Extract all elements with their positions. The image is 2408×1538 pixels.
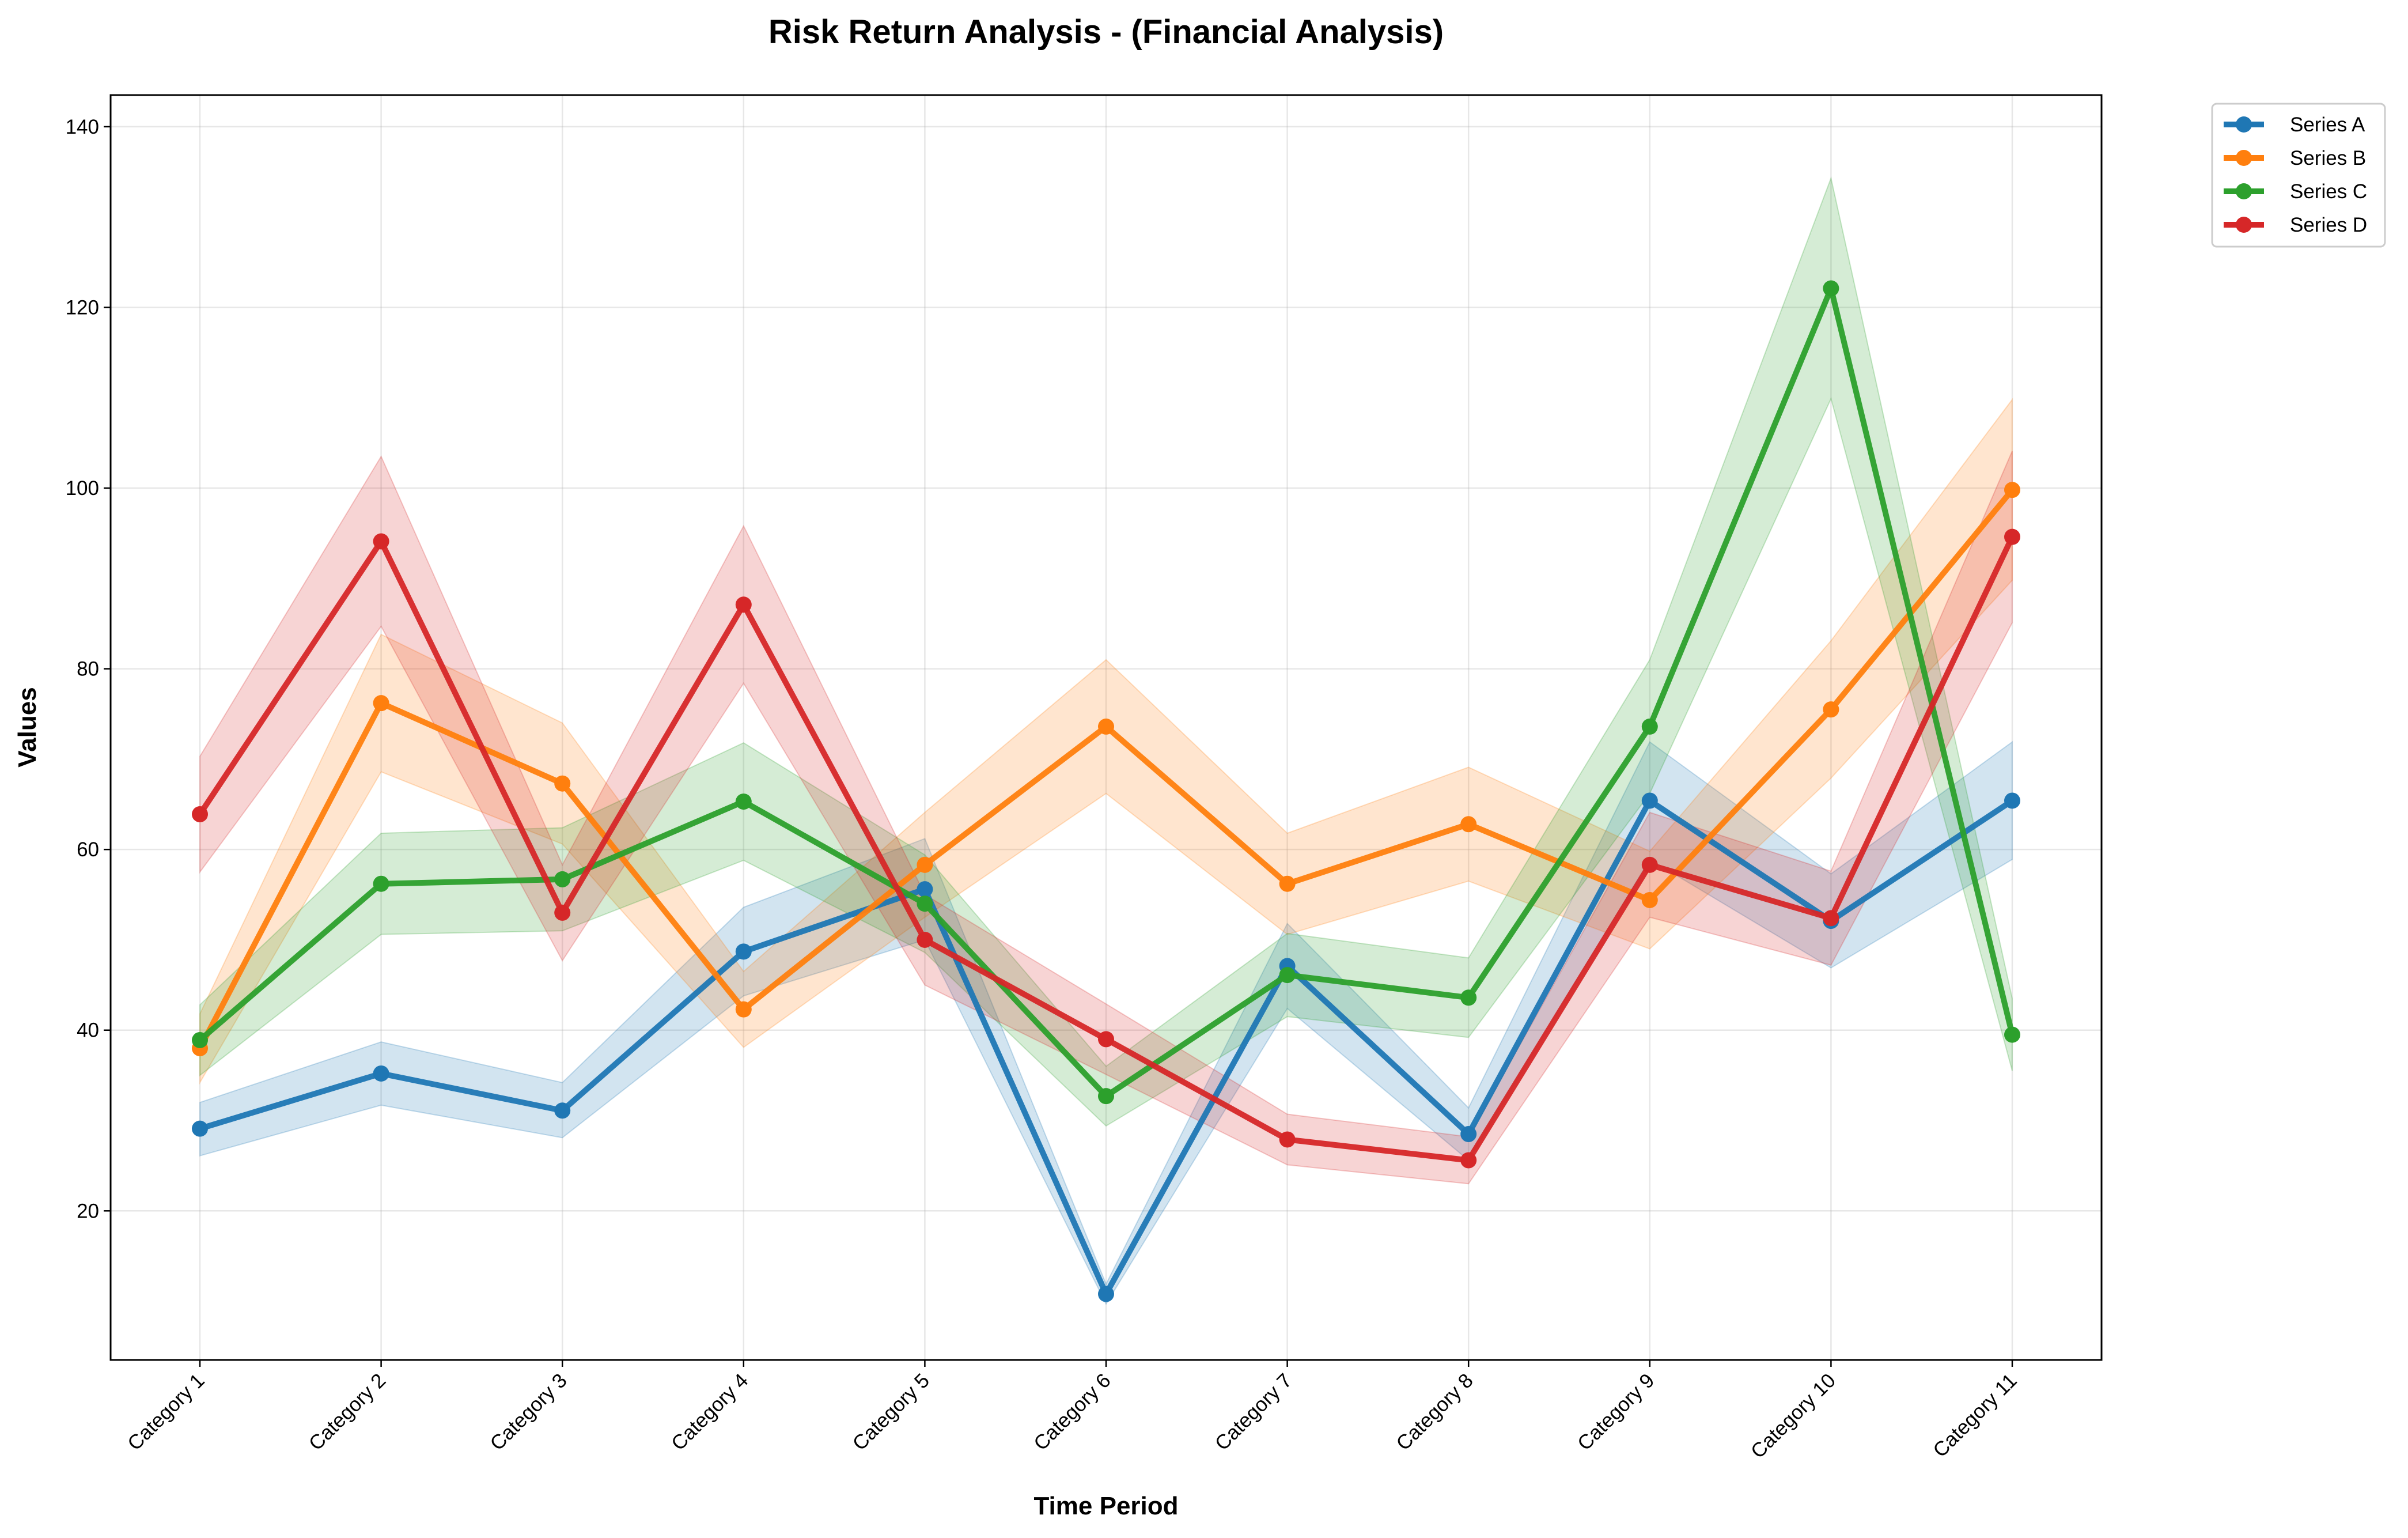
series-c-point (1098, 1088, 1114, 1105)
series-b-point (373, 695, 389, 712)
series-a-band (199, 740, 2013, 1305)
series-a-point (373, 1065, 389, 1082)
series-d-point (1641, 856, 1658, 873)
series-c-point (554, 871, 571, 887)
series-b-legend-marker (2236, 150, 2252, 166)
y-tick-label: 140 (66, 116, 99, 138)
series-c-point (2004, 1026, 2020, 1043)
y-tick-label: 20 (77, 1200, 99, 1222)
series-b-point (1641, 891, 1658, 908)
legend-box (2211, 103, 2386, 248)
series-d-point (1823, 910, 1839, 927)
series-a-point (2004, 792, 2020, 809)
series-a-point (192, 1120, 208, 1137)
series-b-point (2004, 482, 2020, 498)
series-b-band (199, 398, 2013, 1085)
series-points (192, 280, 2020, 1302)
series-c-point (192, 1031, 208, 1048)
series-d-legend-label: Series D (2290, 214, 2367, 236)
series-c-legend-label: Series C (2290, 180, 2367, 203)
series-a-legend-label: Series A (2290, 114, 2365, 136)
series-a-point (1460, 1126, 1477, 1143)
series-d-point (192, 806, 208, 823)
series-c-point (373, 875, 389, 892)
series-c-point (1460, 989, 1477, 1006)
y-tick-label: 120 (66, 296, 99, 319)
series-a-point (554, 1102, 571, 1119)
series-d-point (1460, 1152, 1477, 1169)
series-d-point (735, 596, 752, 613)
series-c-point (1823, 280, 1839, 297)
y-axis-ticks: 20 40 60 80 100 120 140 (66, 116, 111, 1222)
series-c-legend-marker (2236, 183, 2252, 199)
confidence-bands (199, 176, 2013, 1305)
series-b-point (735, 1001, 752, 1018)
series-b-point (1279, 875, 1296, 892)
series-d-legend-marker (2236, 217, 2252, 233)
series-b-point (917, 856, 933, 873)
series-c-point (1279, 967, 1296, 984)
series-c-band (199, 176, 2013, 1127)
y-axis-label: Values (13, 687, 41, 767)
series-b-point (1098, 718, 1114, 735)
y-tick-label: 60 (77, 838, 99, 861)
series-d-point (554, 904, 571, 921)
y-tick-label: 80 (77, 658, 99, 681)
series-c-point (1641, 718, 1658, 735)
series-a-point (1098, 1286, 1114, 1302)
series-d-point (917, 931, 933, 948)
grid (111, 95, 2102, 1360)
series-b-point (554, 775, 571, 792)
series-d-point (373, 533, 389, 550)
series-b-point (1823, 701, 1839, 718)
y-tick-label: 40 (77, 1019, 99, 1042)
series-a-legend-marker (2236, 116, 2252, 133)
series-d-point (2004, 528, 2020, 545)
x-axis-label: Time Period (1033, 1492, 1178, 1520)
series-a-point (917, 881, 933, 898)
series-a-point (1641, 792, 1658, 809)
series-d-point (1279, 1131, 1296, 1148)
series-b-legend-label: Series B (2290, 147, 2366, 169)
series-b-point (1460, 816, 1477, 833)
y-tick-label: 100 (66, 477, 99, 500)
series-c-point (735, 793, 752, 810)
chart-title: Risk Return Analysis - (Financial Analys… (768, 13, 1444, 51)
series-a-point (735, 943, 752, 960)
series-d-band (199, 451, 2013, 1185)
series-c-point (917, 895, 933, 912)
series-d-point (1098, 1031, 1114, 1048)
legend: Series A Series B Series C Series D (2211, 103, 2386, 248)
